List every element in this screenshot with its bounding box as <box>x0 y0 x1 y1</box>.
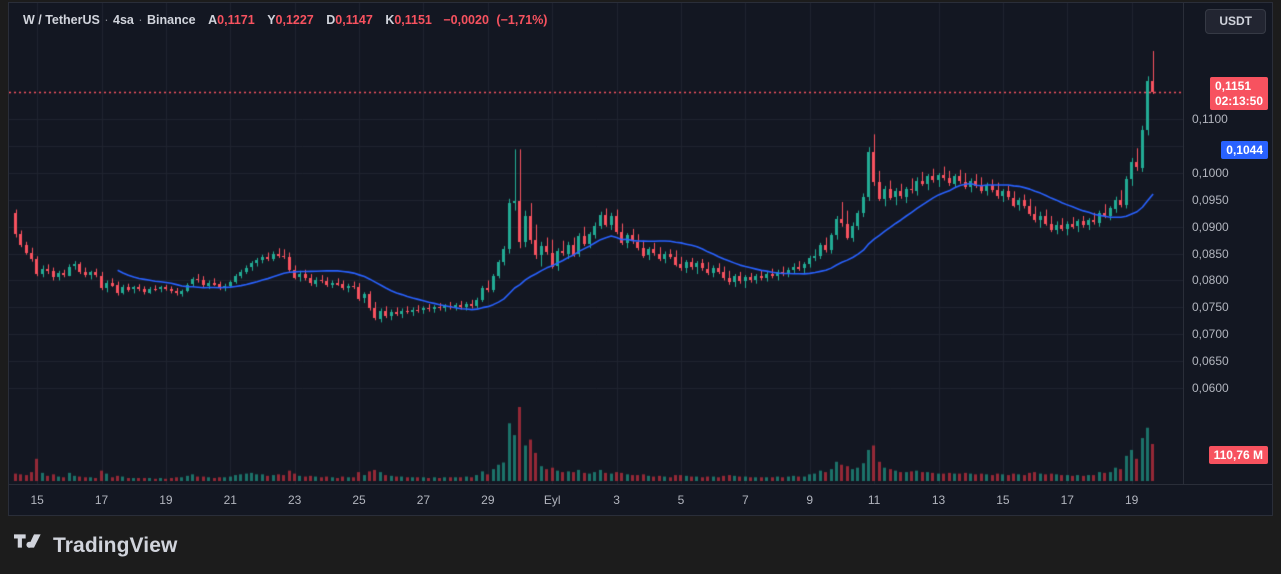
legend-high-label: Y <box>267 13 276 27</box>
legend-exchange: Binance <box>147 13 196 27</box>
time-axis-tick: 27 <box>416 493 431 507</box>
price-axis-tick: 0,0950 <box>1192 192 1229 207</box>
legend-high-value: 0,1227 <box>275 13 314 27</box>
currency-toggle-button[interactable]: USDT <box>1205 9 1266 34</box>
price-axis-divider <box>1183 3 1184 484</box>
price-axis-tick: 0,0600 <box>1192 380 1229 395</box>
chart-footer: TradingView <box>0 516 1281 574</box>
time-axis-tick: 23 <box>287 493 302 507</box>
price-axis-tick: 0,0900 <box>1192 219 1229 234</box>
time-axis-tick: 17 <box>94 493 109 507</box>
time-axis-tick: 19 <box>1124 493 1139 507</box>
chart-legend: W / TetherUS · 4sa · Binance A0,1171 Y0,… <box>23 12 547 28</box>
price-axis-tick: 0,1100 <box>1192 112 1228 127</box>
time-axis-tick: 7 <box>742 493 749 507</box>
legend-high: Y0,1227 <box>267 13 314 27</box>
time-axis-tick: 3 <box>613 493 620 507</box>
time-axis-tick: 25 <box>352 493 366 507</box>
time-axis-tick: 15 <box>30 493 44 507</box>
time-axis-tick: Eyl <box>543 493 561 507</box>
countdown-timer: 02:13:50 <box>1214 93 1263 108</box>
legend-close: K0,1151 <box>385 13 432 27</box>
legend-close-label: K <box>385 13 395 27</box>
time-axis-tick: 13 <box>931 493 946 507</box>
time-axis-tick: 11 <box>867 493 881 507</box>
candlestick-plot[interactable] <box>9 3 1272 515</box>
volume-badge[interactable]: 110,76 M <box>1208 446 1268 464</box>
price-axis-tick: 0,0850 <box>1192 246 1229 261</box>
legend-low: D0,1147 <box>326 13 373 27</box>
price-axis[interactable]: 0,1100 0,1000 0,0950 0,0900 0,0850 0,0800 0,07… <box>1184 3 1272 484</box>
time-axis-tick: 21 <box>223 493 237 507</box>
legend-change: −0,0020 <box>443 13 489 27</box>
time-axis-tick: 9 <box>806 493 814 507</box>
legend-open-value: 0,1171 <box>217 13 255 27</box>
time-axis-tick: 17 <box>1060 493 1074 507</box>
chart-container[interactable]: W / TetherUS · 4sa · Binance A0,1171 Y0,… <box>8 2 1273 516</box>
legend-low-label: D <box>326 13 336 27</box>
legend-separator-1: · <box>104 13 109 27</box>
time-axis-tick: 29 <box>481 493 495 507</box>
legend-interval[interactable]: 4sa <box>113 13 134 27</box>
legend-symbol[interactable]: W / TetherUS <box>23 13 100 27</box>
time-axis-tick: 19 <box>159 493 173 507</box>
time-axis[interactable]: 15 17 19 21 23 25 27 29 Eyl 3 5 7 9 11 13 15 17 19 <box>9 485 1184 515</box>
price-axis-tick: 0,0750 <box>1192 300 1229 315</box>
price-axis-tick: 0,0700 <box>1192 327 1229 342</box>
price-axis-tick: 0,0800 <box>1192 273 1229 288</box>
time-axis-tick: 15 <box>996 493 1010 507</box>
legend-low-value: 0,1147 <box>335 13 373 27</box>
moving-average-badge[interactable]: 0,1044 <box>1221 141 1268 160</box>
time-axis-tick: 5 <box>677 493 685 507</box>
last-price-value: 0,1151 <box>1214 78 1251 93</box>
legend-close-value: 0,1151 <box>394 13 432 27</box>
legend-change-percent: (−1,71%) <box>496 13 548 27</box>
tradingview-logo[interactable]: TradingView <box>14 534 177 558</box>
price-axis-tick: 0,1000 <box>1192 166 1229 180</box>
last-price-badge[interactable]: 0,1151 02:13:50 <box>1209 76 1268 110</box>
price-axis-tick: 0,0650 <box>1192 354 1229 369</box>
legend-separator-2: · <box>138 13 143 27</box>
legend-open: A0,1171 <box>208 13 255 27</box>
tradingview-mark-icon <box>14 534 44 558</box>
tradingview-wordmark: TradingView <box>53 534 178 557</box>
time-axis-divider <box>9 484 1272 485</box>
legend-open-label: A <box>208 13 218 27</box>
